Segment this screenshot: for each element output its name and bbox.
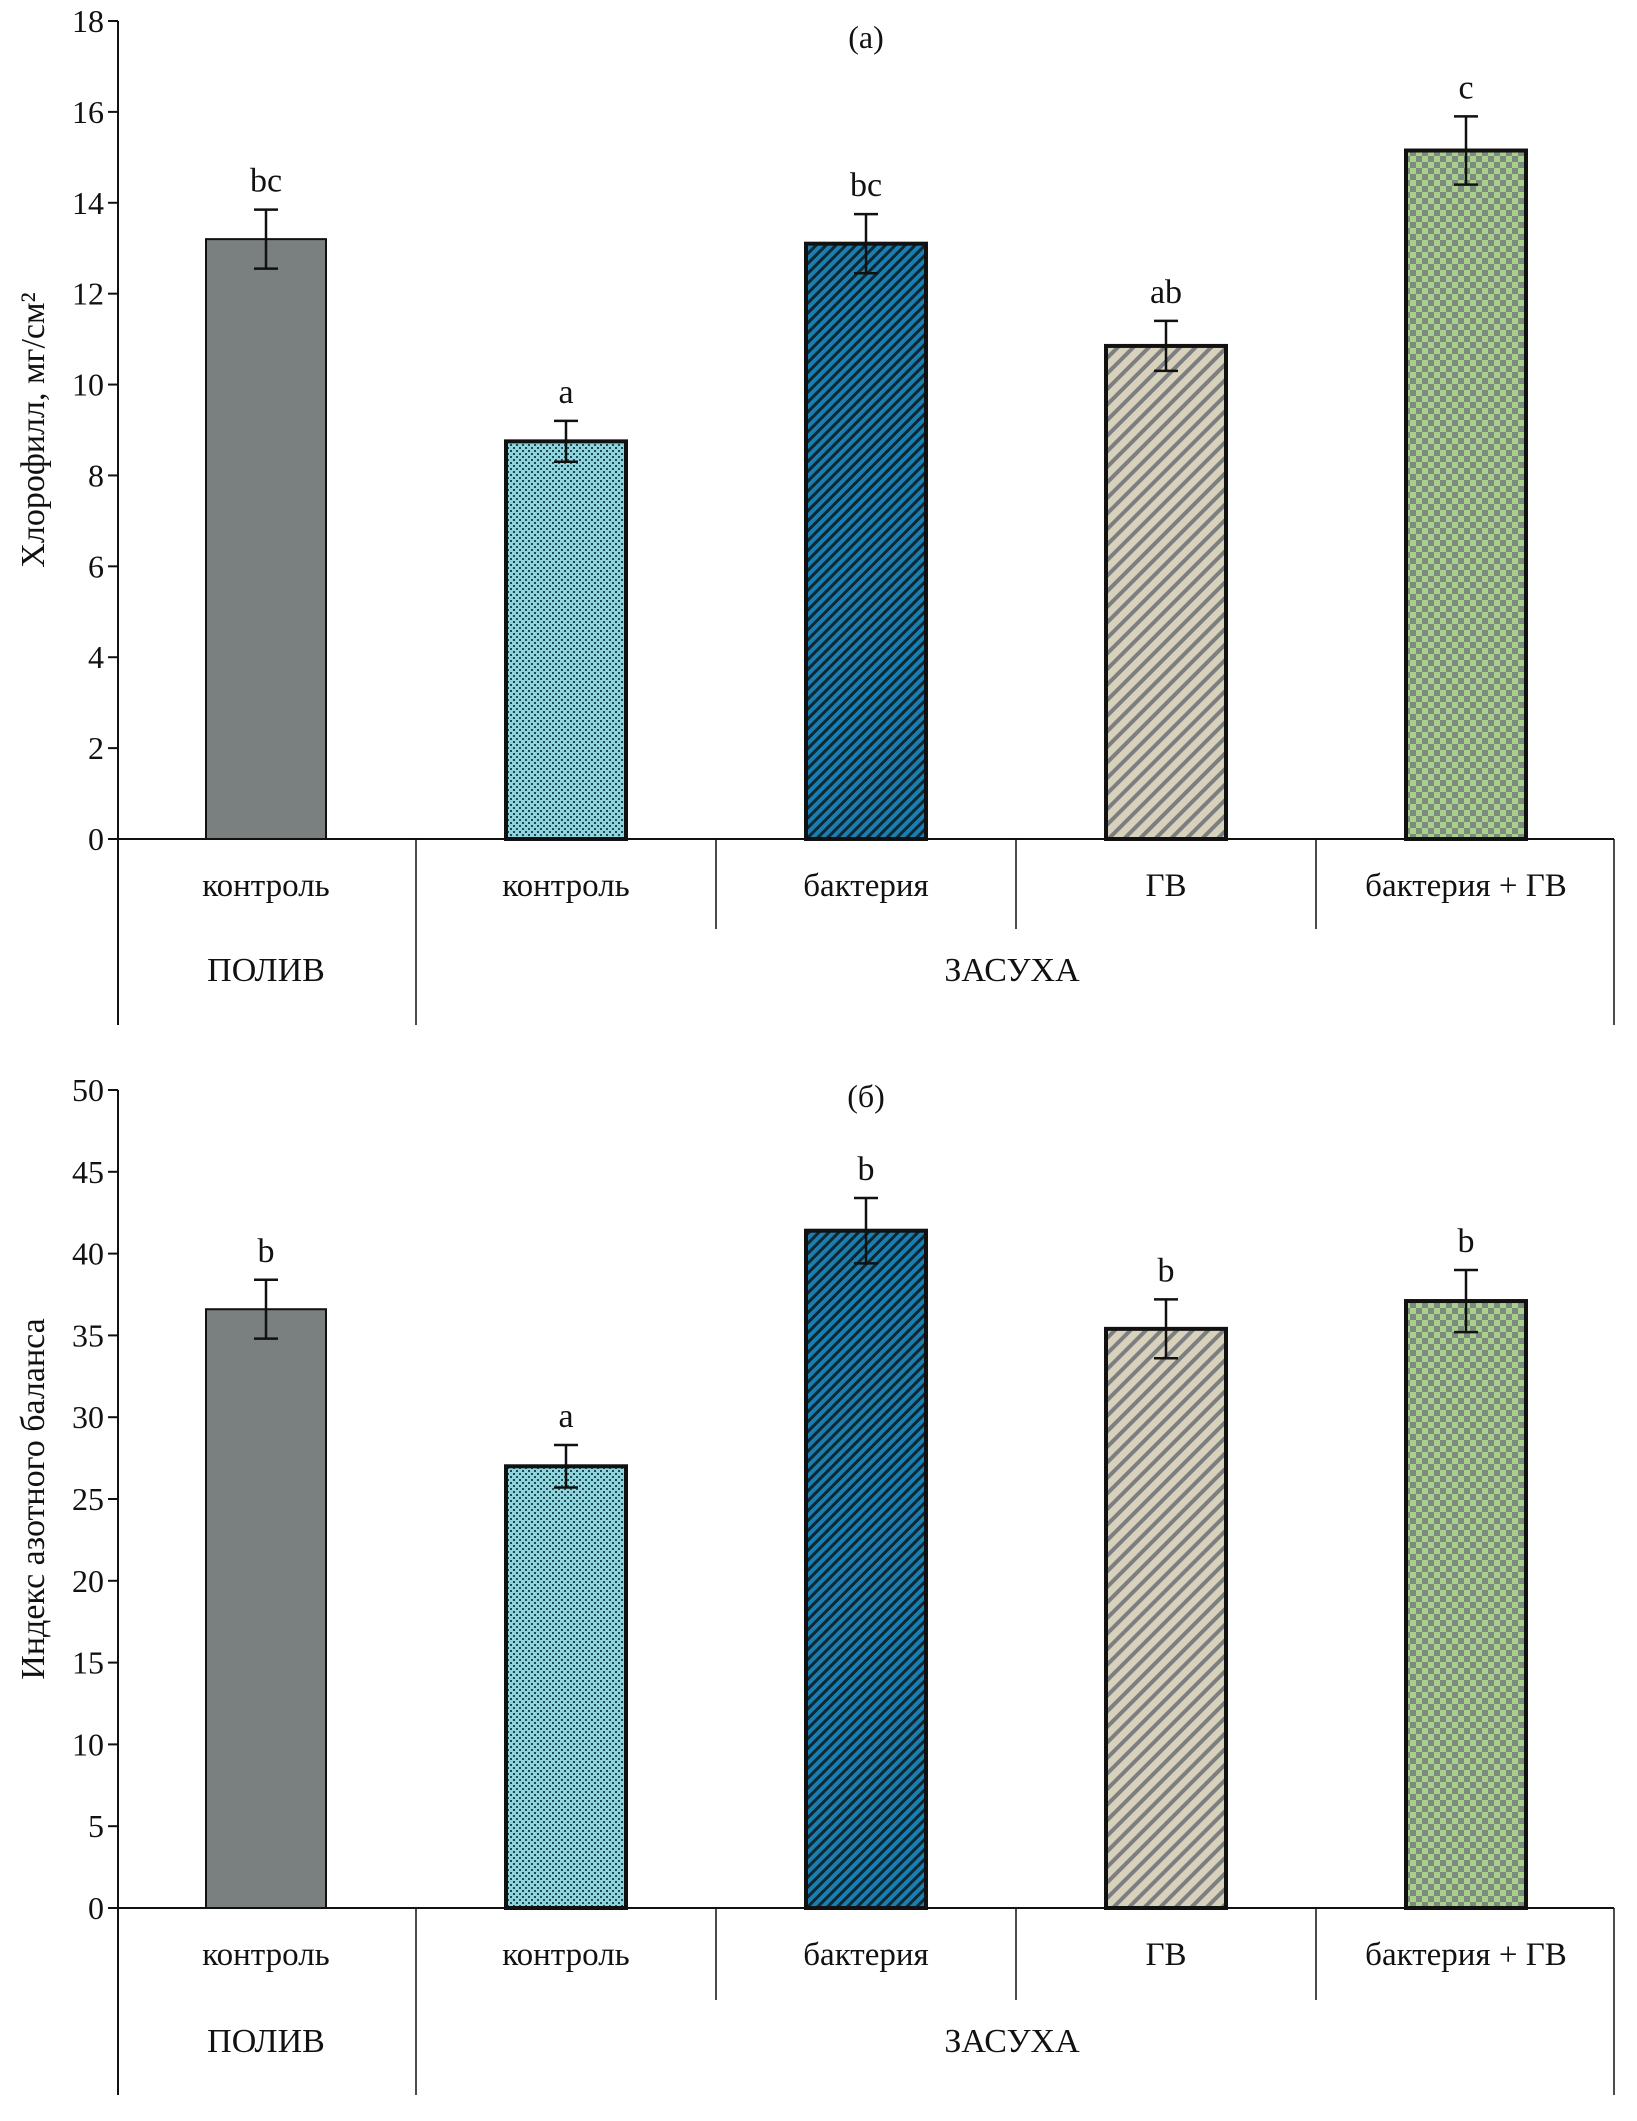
significance-letter: a [558,1398,573,1435]
bar [1404,148,1528,841]
bar [205,238,327,840]
significance-letter: bc [850,167,882,204]
significance-letter: ab [1150,274,1182,311]
y-tick-label: 20 [72,1563,104,1599]
significance-letter: bc [250,163,282,200]
category-label: бактерия [803,1937,928,1973]
y-axis-label: Хлорофилл, мг/см² [15,292,52,567]
y-tick-label: 5 [88,1808,104,1844]
chart-title: (б) [847,1078,885,1114]
y-tick-label: 50 [72,1072,104,1108]
group-label: ПОЛИВ [207,952,325,989]
y-tick-label: 6 [88,548,104,584]
group-label: ЗАСУХА [944,952,1080,989]
y-tick-label: 35 [72,1317,104,1353]
y-tick-label: 4 [88,639,104,675]
y-tick-label: 18 [72,3,104,39]
category-label: контроль [202,868,329,904]
significance-letter: a [558,374,573,411]
y-tick-label: 10 [72,1726,104,1762]
bar [504,439,628,841]
chart-nitrogen-balance-index: 0 5 10 15 20 25 30 35 40 45 50 (б) Индекс азотного б… [15,1072,1615,2095]
bar [1104,343,1228,841]
significance-letter: c [1458,69,1473,106]
bar [1404,1299,1528,1910]
category-label: бактерия + ГВ [1365,868,1567,904]
group-label: ЗАСУХА [944,2023,1080,2060]
category-label: контроль [202,1937,329,1973]
chart-title: (а) [848,19,884,55]
significance-letter: b [858,1151,875,1188]
y-tick-label: 16 [72,94,104,130]
bar [804,241,928,841]
bar [804,1228,928,1911]
y-axis-label: Индекс азотного баланса [15,1318,52,1679]
y-tick-label: 12 [72,276,104,312]
bar [205,1308,327,1909]
y-tick-label: 0 [88,1890,104,1926]
significance-letter: b [258,1233,275,1270]
y-tick-label: 45 [72,1154,104,1190]
y-tick-label: 8 [88,457,104,493]
y-tick-label: 2 [88,730,104,766]
y-tick-label: 0 [88,821,104,857]
category-label: бактерия + ГВ [1365,1937,1567,1973]
category-label: контроль [502,1937,629,1973]
y-tick-label: 15 [72,1645,104,1681]
chart-chlorophyll: 0 2 4 6 8 10 12 14 16 18 (а) Хлорофилл, мг/см² bc кон… [15,3,1615,1025]
bar [1104,1326,1228,1910]
category-label: ГВ [1145,1937,1186,1973]
y-tick-label: 40 [72,1236,104,1272]
y-tick-label: 14 [72,185,104,221]
y-tick-label: 25 [72,1481,104,1517]
category-label: бактерия [803,868,928,904]
group-label: ПОЛИВ [207,2023,325,2060]
category-label: контроль [502,868,629,904]
category-label: ГВ [1145,868,1186,904]
y-tick-label: 10 [72,367,104,403]
significance-letter: b [1158,1252,1175,1289]
significance-letter: b [1458,1223,1475,1260]
y-tick-label: 30 [72,1399,104,1435]
bar [504,1464,628,1911]
